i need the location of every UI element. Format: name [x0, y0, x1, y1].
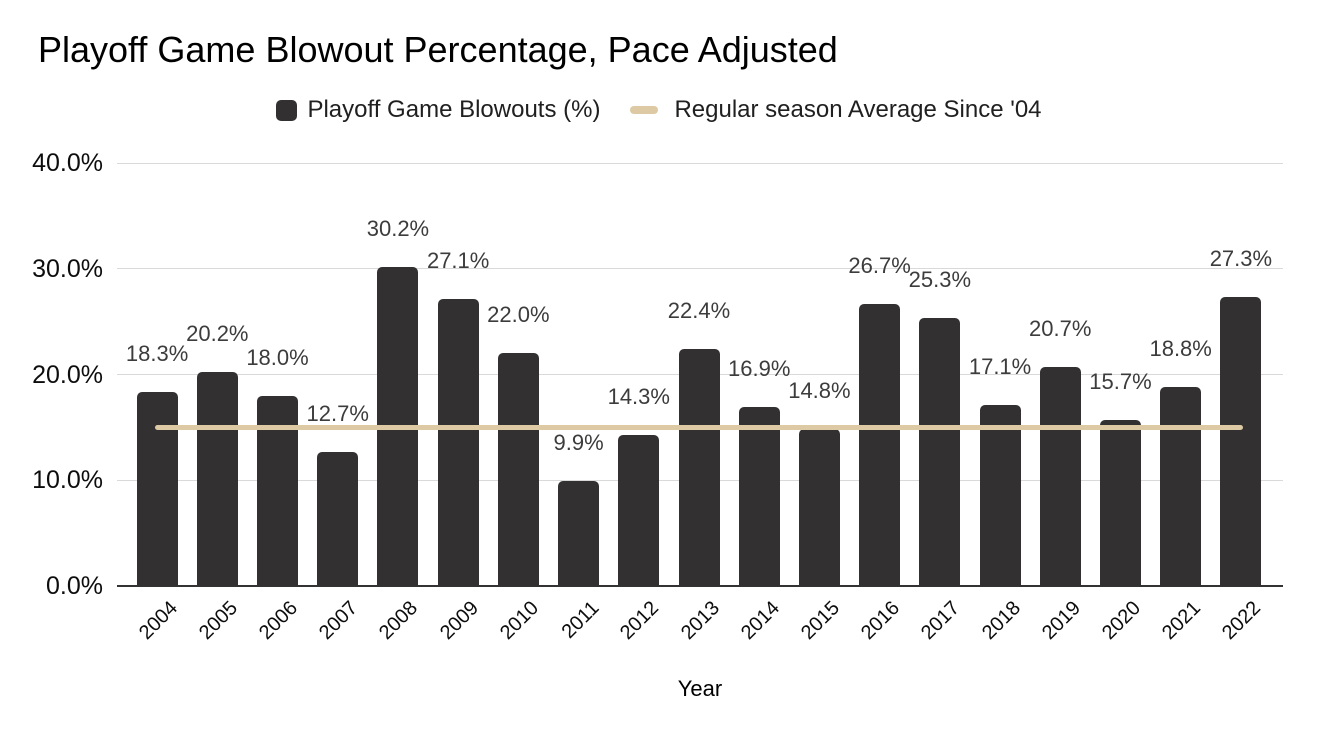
bar-value-label: 22.0% — [487, 302, 550, 328]
x-tick-2018: 2018 — [977, 597, 1025, 645]
bar-value-label: 20.2% — [186, 321, 249, 347]
chart-title: Playoff Game Blowout Percentage, Pace Ad… — [38, 29, 838, 70]
legend-label-playoff-blowouts: Playoff Game Blowouts (%) — [307, 96, 601, 123]
bar-2005[interactable] — [196, 372, 238, 586]
bar-value-label: 22.4% — [667, 298, 731, 324]
average-line[interactable] — [155, 424, 1243, 430]
bar-value-label: 16.9% — [728, 356, 791, 382]
bar-value-label: 9.9% — [553, 430, 604, 456]
gridline — [117, 268, 1283, 270]
y-tick-label: 40.0% — [32, 149, 103, 177]
bar-2021[interactable] — [1160, 387, 1202, 586]
x-tick-2006: 2006 — [255, 597, 303, 645]
bar-2009[interactable] — [437, 299, 479, 586]
x-axis-title: Year — [677, 676, 723, 701]
x-tick-2016: 2016 — [857, 597, 905, 645]
bar-2010[interactable] — [497, 353, 539, 586]
bar-2019[interactable] — [1039, 367, 1081, 586]
x-axis-line — [117, 585, 1283, 587]
x-tick-2011: 2011 — [557, 597, 604, 643]
bar-series-swatch-icon — [276, 99, 298, 121]
x-tick-2015: 2015 — [796, 597, 844, 645]
x-tick-2007: 2007 — [315, 597, 363, 645]
bar-value-label: 12.7% — [306, 400, 369, 426]
x-tick-2009: 2009 — [435, 597, 483, 645]
bar-2007[interactable] — [317, 451, 359, 586]
bar-2014[interactable] — [738, 407, 780, 586]
gridline — [117, 162, 1283, 164]
x-tick-2005: 2005 — [194, 597, 242, 645]
bar-value-label: 14.8% — [788, 378, 851, 404]
bar-value-label: 18.8% — [1149, 336, 1212, 362]
bar-2018[interactable] — [979, 405, 1021, 586]
bar-2022[interactable] — [1220, 297, 1262, 586]
bar-2017[interactable] — [919, 318, 961, 586]
legend-item-playoff-blowouts[interactable]: Playoff Game Blowouts (%) — [276, 96, 600, 124]
x-tick-2014: 2014 — [736, 597, 784, 645]
y-tick-label: 0.0% — [46, 572, 103, 600]
bar-2011[interactable] — [558, 481, 600, 586]
bar-value-label: 27.3% — [1209, 246, 1273, 272]
legend-label-regular-season-average: Regular season Average Since '04 — [674, 96, 1042, 123]
bar-2012[interactable] — [618, 434, 660, 586]
bar-2004[interactable] — [136, 392, 178, 586]
bar-value-label: 30.2% — [366, 215, 430, 241]
y-tick-label: 30.0% — [32, 254, 103, 283]
x-tick-2022: 2022 — [1218, 597, 1266, 645]
bar-2020[interactable] — [1099, 419, 1141, 586]
x-tick-2012: 2012 — [616, 597, 664, 645]
chart-legend: Playoff Game Blowouts (%) Regular season… — [0, 96, 1318, 124]
bar-value-label: 15.7% — [1089, 368, 1152, 394]
bar-value-label: 27.1% — [426, 248, 490, 274]
bar-2013[interactable] — [678, 349, 720, 586]
x-tick-2013: 2013 — [676, 597, 724, 645]
bar-2015[interactable] — [798, 429, 840, 586]
bar-value-label: 17.1% — [968, 354, 1032, 380]
x-tick-2010: 2010 — [495, 597, 543, 645]
x-tick-2004: 2004 — [134, 597, 182, 645]
bar-value-label: 18.0% — [246, 344, 309, 370]
x-tick-2008: 2008 — [375, 597, 423, 645]
x-tick-2021: 2021 — [1158, 597, 1206, 645]
y-tick-label: 10.0% — [32, 466, 103, 495]
legend-item-regular-season-average[interactable]: Regular season Average Since '04 — [630, 96, 1042, 124]
x-tick-2017: 2017 — [917, 597, 965, 645]
x-tick-2020: 2020 — [1098, 597, 1146, 645]
bar-2016[interactable] — [859, 303, 901, 586]
bar-value-label: 14.3% — [607, 383, 670, 409]
bar-value-label: 20.7% — [1029, 316, 1092, 342]
line-series-swatch-icon — [630, 106, 659, 114]
x-tick-2019: 2019 — [1037, 597, 1085, 645]
bar-value-label: 18.3% — [125, 341, 189, 367]
bar-value-label: 25.3% — [908, 267, 972, 293]
bar-value-label: 26.7% — [848, 252, 911, 278]
y-tick-label: 20.0% — [32, 360, 103, 389]
